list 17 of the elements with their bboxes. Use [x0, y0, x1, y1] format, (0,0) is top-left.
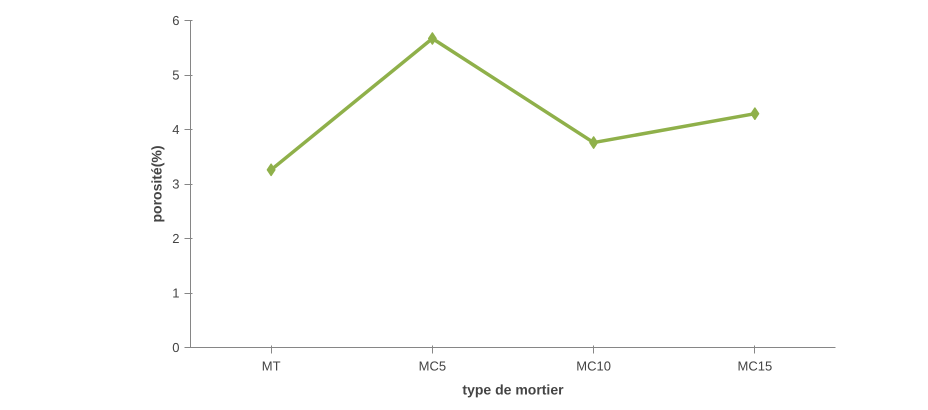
y-tick-label: 4	[172, 122, 180, 137]
y-tick-label: 3	[172, 176, 180, 192]
y-tick-label: 2	[172, 231, 180, 246]
x-tick-label: MC5	[418, 358, 446, 374]
x-tick-label: MT	[262, 358, 281, 374]
y-tick-label: 6	[172, 13, 180, 28]
point	[750, 107, 760, 120]
x-axis-title: type de mortier	[462, 382, 564, 398]
y-tick-label: 1	[172, 286, 180, 300]
y-axis-title: porosité(%)	[148, 146, 164, 222]
y-tick-label: 0	[172, 340, 180, 355]
point	[266, 163, 276, 176]
point	[428, 32, 437, 45]
x-tick-label: MC10	[576, 358, 611, 374]
x-tick-label: MC15	[738, 358, 772, 374]
y-tick-label: 5	[172, 68, 180, 82]
point	[589, 136, 598, 150]
